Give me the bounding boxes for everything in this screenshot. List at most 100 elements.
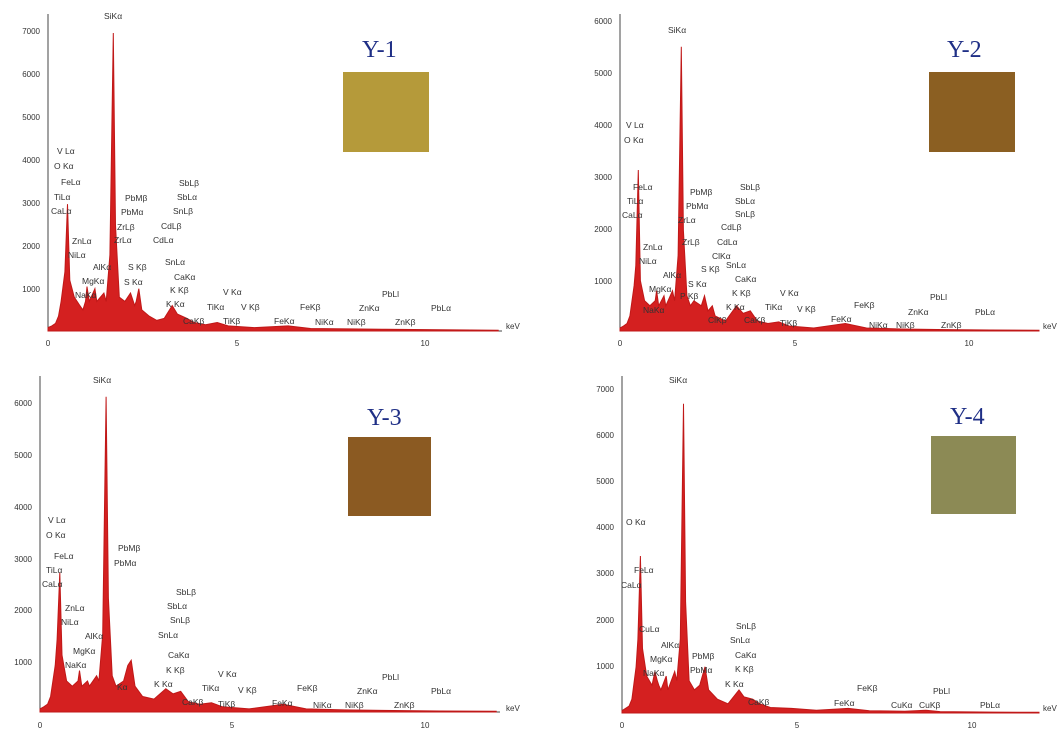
y-tick-label: 4000 [596, 523, 614, 532]
x-tick-label: 0 [618, 339, 623, 348]
x-tick-label: 0 [620, 721, 625, 730]
peak-label: K Kβ [166, 665, 185, 675]
peak-label: CdLα [153, 235, 174, 245]
y-ticks: 1000 2000 3000 4000 5000 6000 [594, 17, 612, 286]
peak-label: O Kα [626, 517, 646, 527]
peak-label: FeKα [272, 698, 293, 708]
color-swatch [931, 436, 1016, 514]
peak-label: V Lα [57, 146, 75, 156]
y-tick-label: 3000 [596, 569, 614, 578]
y-ticks: 1000 2000 3000 4000 5000 6000 7000 [596, 385, 614, 671]
chart-title: Y-3 [367, 405, 402, 431]
peak-label: ZrLβ [117, 222, 135, 232]
y-tick-label: 2000 [596, 616, 614, 625]
x-tick-label: 10 [421, 721, 430, 730]
peak-label: PbLα [431, 686, 451, 696]
peak-label: CaKα [735, 650, 757, 660]
peak-label: NiLα [68, 250, 86, 260]
peak-label: MgKα [82, 276, 104, 286]
peak-labels: SiKα O Kα FeLα CaLα CuLα AlKα MgKα NaKα … [621, 375, 1000, 710]
y-tick-label: 7000 [22, 27, 40, 36]
peak-label: PbMβ [690, 187, 712, 197]
y-tick-label: 1000 [22, 285, 40, 294]
peak-label: FeLα [54, 551, 74, 561]
peak-label: ZnLα [72, 236, 92, 246]
peak-label: SbLβ [740, 182, 760, 192]
peak-label: CaKα [174, 272, 196, 282]
peak-label: PbMβ [118, 543, 140, 553]
peak-label: PbMα [690, 665, 712, 675]
spectrum-series [47, 32, 499, 332]
peak-label: TiKβ [223, 316, 240, 326]
x-tick-label: 10 [421, 339, 430, 348]
peak-label: CaKα [168, 650, 190, 660]
peak-label: FeKβ [857, 683, 878, 693]
peak-label: TiKβ [780, 318, 797, 328]
spectrum-panel-y2: Y-2 keV 0 5 10 1000 2000 3000 4000 5000 … [529, 0, 1058, 366]
peak-label: FeLα [634, 565, 654, 575]
peak-label: CuKα [891, 700, 913, 710]
peak-label: ZrLα [114, 235, 132, 245]
chart-title: Y-2 [947, 37, 982, 63]
peak-label: V Kβ [238, 685, 257, 695]
peak-label: TiLα [54, 192, 70, 202]
spectrum-chart-y4: Y-4 keV 0 5 10 1000 2000 3000 4000 5000 … [596, 375, 1057, 730]
peak-label: CdLβ [721, 222, 742, 232]
peak-label: CaKβ [748, 697, 770, 707]
peak-label: SnLα [726, 260, 746, 270]
peak-label: CaKβ [182, 697, 204, 707]
y-tick-label: 6000 [14, 399, 32, 408]
peak-label: V Lα [48, 515, 66, 525]
y-tick-label: 4000 [14, 503, 32, 512]
peak-label: V Kα [780, 288, 799, 298]
peak-label: NiKβ [896, 320, 915, 330]
peak-label: FeKα [834, 698, 855, 708]
peak-label: FeKα [831, 314, 852, 324]
y-tick-label: 6000 [594, 17, 612, 26]
peak-label: ZnKα [359, 303, 380, 313]
peak-label: CaKβ [744, 315, 766, 325]
peak-label: SnLα [165, 257, 185, 267]
x-tick-label: 0 [38, 721, 43, 730]
y-ticks: 1000 2000 3000 4000 5000 6000 [14, 399, 32, 667]
y-tick-label: 5000 [14, 451, 32, 460]
peak-label: NiKα [315, 317, 334, 327]
peak-label: CaLα [622, 210, 643, 220]
peak-label: SiKα [104, 11, 122, 21]
chart-title: Y-4 [950, 404, 985, 430]
peak-label: K Kα [725, 679, 744, 689]
peak-label: P Kβ [680, 291, 699, 301]
peak-label: NiKβ [347, 317, 366, 327]
peak-label: CuLα [639, 624, 660, 634]
peak-label: K Kβ [170, 285, 189, 295]
y-tick-label: 2000 [22, 242, 40, 251]
x-tick-label: 10 [965, 339, 974, 348]
peak-label: FeLα [61, 177, 81, 187]
peak-label: ZrLα [678, 215, 696, 225]
y-tick-label: 5000 [594, 69, 612, 78]
x-ticks: 0 5 10 [46, 339, 430, 348]
peak-label: CaLα [42, 579, 63, 589]
peak-label: FeKβ [297, 683, 318, 693]
peak-label: SbLα [167, 601, 187, 611]
peak-label: NiLα [639, 256, 657, 266]
peak-label: ClKβ [708, 315, 727, 325]
peak-label: TiKα [202, 683, 219, 693]
peak-label: CaKβ [183, 316, 205, 326]
peak-label: K Kβ [732, 288, 751, 298]
peak-label: O Kα [624, 135, 644, 145]
peak-label: FeKα [274, 316, 295, 326]
peak-label: AlKα [93, 262, 111, 272]
peak-label: PbMα [114, 558, 136, 568]
spectrum-chart-y2: Y-2 keV 0 5 10 1000 2000 3000 4000 5000 … [594, 14, 1057, 348]
color-swatch [343, 72, 429, 152]
peak-label: NiLα [61, 617, 79, 627]
x-tick-label: 5 [795, 721, 800, 730]
y-tick-label: 1000 [596, 662, 614, 671]
peak-label: ZnKα [908, 307, 929, 317]
color-swatch [348, 437, 431, 516]
peak-labels: SiKα V Lα O Kα FeLα TiLα CaLα PbMβ PbMα … [42, 375, 451, 710]
peak-label: K Kβ [735, 664, 754, 674]
y-tick-label: 7000 [596, 385, 614, 394]
x-unit-label: keV [1043, 322, 1057, 331]
